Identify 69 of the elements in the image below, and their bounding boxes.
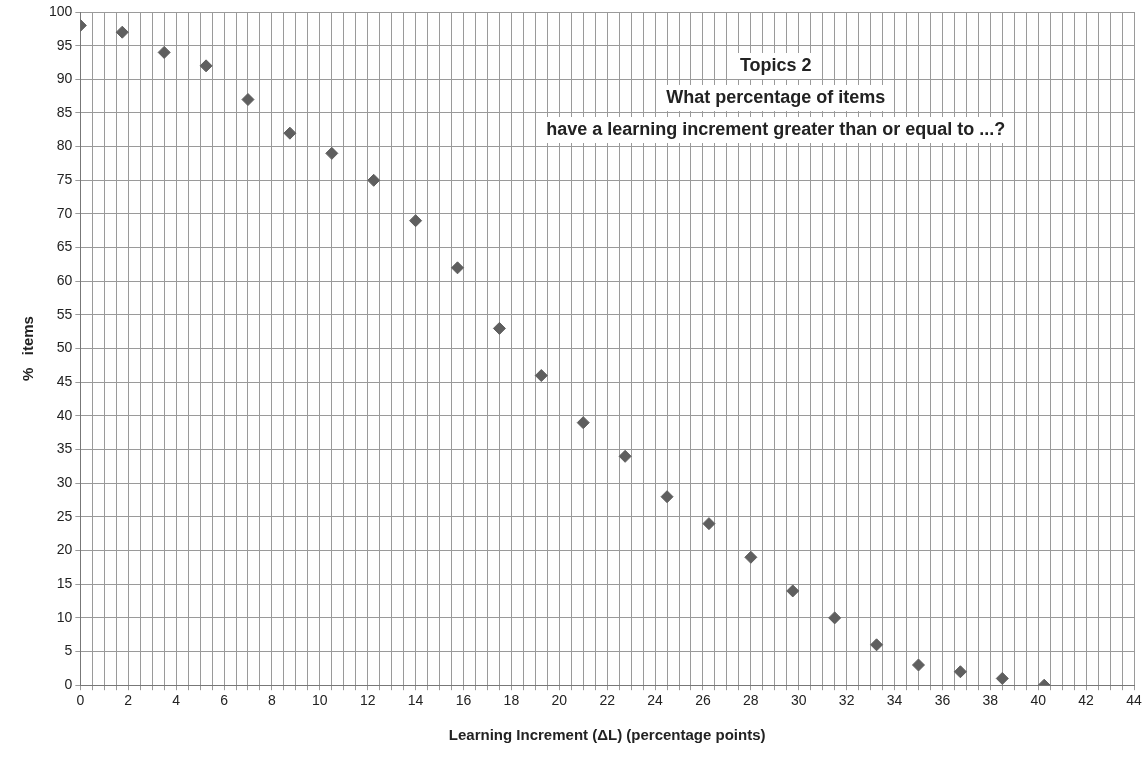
x-tick-label: 42 — [1078, 692, 1095, 709]
x-tick-label: 14 — [407, 692, 424, 709]
y-tick-label: 50 — [56, 339, 73, 356]
point — [451, 261, 465, 275]
x-tick-label: 4 — [172, 692, 181, 709]
y-tick-label: 45 — [56, 373, 73, 390]
x-tick-label: 6 — [220, 692, 229, 709]
x-tick-label: 10 — [312, 692, 328, 709]
y-tick-label: 15 — [56, 575, 73, 592]
y-tick-label: 60 — [56, 272, 73, 289]
y-tick-label: 20 — [56, 541, 73, 558]
x-tick-label: 24 — [647, 692, 664, 709]
y-tick-label: 30 — [56, 474, 73, 491]
point — [534, 369, 548, 383]
x-tick-label: 22 — [599, 692, 616, 709]
point — [241, 93, 255, 107]
point — [115, 25, 129, 39]
x-tick-label: 32 — [838, 692, 855, 709]
x-tick-label: 44 — [1126, 692, 1142, 709]
point — [199, 59, 213, 73]
x-tick-label: 38 — [982, 692, 999, 709]
y-tick-label: 0 — [64, 676, 73, 693]
point — [870, 638, 884, 652]
x-tick-label: 0 — [76, 692, 85, 709]
y-tick-label: 10 — [56, 608, 73, 625]
point — [702, 517, 716, 531]
x-tick-label: 34 — [886, 692, 903, 709]
y-axis-title: % items — [19, 316, 37, 382]
x-tick-label: 8 — [268, 692, 277, 709]
point — [953, 665, 967, 679]
point — [786, 584, 800, 598]
x-tick-label: 26 — [695, 692, 711, 709]
point — [576, 416, 590, 430]
x-tick-label: 40 — [1030, 692, 1047, 709]
y-tick-label: 25 — [56, 507, 73, 524]
point — [492, 321, 506, 335]
point — [283, 126, 297, 140]
y-tick-label: 35 — [56, 440, 73, 457]
y-tick-label: 85 — [56, 103, 73, 120]
point — [744, 550, 758, 564]
y-tick-label: 100 — [49, 2, 73, 19]
x-tick-label: 18 — [503, 692, 520, 709]
point — [325, 146, 339, 160]
y-tick-label: 90 — [56, 70, 73, 87]
x-axis-title: Learning Increment (ΔL) (percentage points) — [448, 726, 766, 744]
text: Topics 2 What percentage of items have a learning increment greater than or equal to ...? — [546, 54, 1006, 139]
x-tick-label: 36 — [934, 692, 951, 709]
x-tick-label: 28 — [743, 692, 759, 709]
point — [367, 173, 381, 187]
y-tick-label: 80 — [56, 137, 73, 154]
y-tick-label: 5 — [64, 642, 73, 659]
y-tick-label: 75 — [56, 171, 73, 188]
point — [618, 449, 632, 463]
point — [828, 611, 842, 625]
point — [995, 671, 1009, 685]
point — [157, 45, 171, 59]
x-tick-label: 2 — [124, 692, 133, 709]
x-tick-label: 16 — [455, 692, 472, 709]
x-tick-label: 12 — [359, 692, 376, 709]
y-tick-label: 40 — [56, 406, 73, 423]
point — [911, 658, 925, 672]
y-tick-label: 65 — [56, 238, 73, 255]
point — [409, 214, 423, 228]
y-tick-label: 70 — [56, 204, 73, 221]
y-tick-label: 55 — [56, 305, 73, 322]
point — [660, 490, 674, 504]
y-tick-label: 95 — [56, 36, 73, 53]
x-tick-label: 20 — [551, 692, 568, 709]
x-tick-label: 30 — [790, 692, 807, 709]
